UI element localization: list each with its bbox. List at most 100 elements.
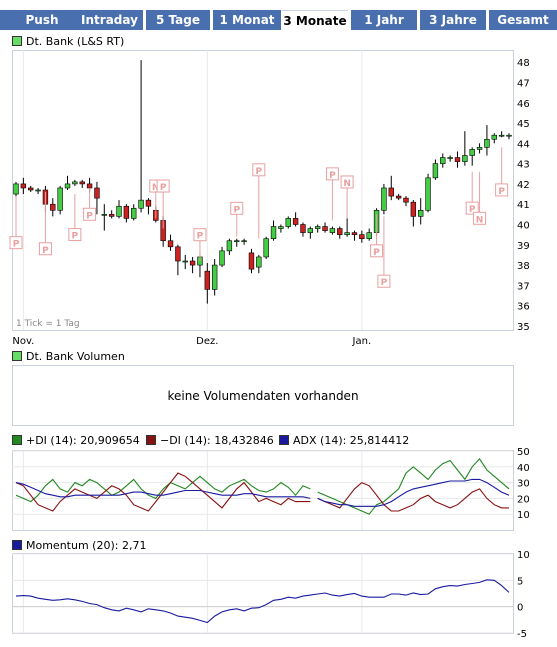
candle [131, 207, 137, 219]
y-tick-label: 48 [517, 58, 530, 69]
y-tick-label: 43 [517, 160, 530, 171]
dmi-y-tick-label: 30 [517, 479, 530, 490]
marker-box [377, 274, 391, 288]
dmi-y-tick-label: 20 [517, 494, 530, 505]
dmi-y-tick-label: 40 [517, 463, 530, 474]
momentum-panel [12, 553, 514, 634]
candle [64, 183, 71, 189]
marker-label: P [256, 167, 263, 177]
candle [248, 252, 255, 270]
candle [72, 181, 78, 185]
candle [403, 197, 409, 203]
volume-swatch [12, 351, 22, 361]
tab-1-jahr[interactable]: 1 Jahr [351, 10, 417, 30]
marker-label: N [476, 215, 484, 225]
candle [241, 240, 247, 243]
candle [366, 232, 372, 239]
marker-box [252, 163, 266, 177]
price-panel [12, 50, 514, 331]
candle [454, 157, 461, 162]
candle [79, 181, 85, 185]
candle [13, 183, 19, 195]
tab-5-tage[interactable]: 5 Tage [146, 10, 210, 30]
y-tick-label: 39 [517, 241, 530, 252]
candle [292, 218, 299, 225]
price-legend: Dt. Bank (L&S RT) [12, 35, 124, 49]
volume-message: keine Volumendaten vorhanden [167, 389, 359, 403]
volume-legend-label: Dt. Bank Volumen [26, 350, 125, 363]
period-tabs: Push Intraday 5 Tage 1 Monat 3 Monate 1 … [0, 0, 557, 31]
momentum-legend: Momentum (20): 2,71 [12, 539, 146, 553]
dmi-legend-plus: +DI (14): 20,909654 [12, 434, 140, 448]
candle [226, 240, 233, 252]
candle [447, 157, 453, 159]
candle [314, 226, 321, 229]
marker-label: P [197, 232, 204, 242]
marker-label: P [498, 187, 505, 197]
momentum-chart: -5 0 5 10 [12, 550, 530, 640]
candle [337, 228, 343, 235]
candle [462, 155, 468, 162]
marker-label: P [86, 211, 93, 221]
candle [359, 234, 365, 239]
candle [145, 199, 152, 207]
candle [440, 157, 446, 164]
candle [425, 177, 431, 211]
tab-3-jahre[interactable]: 3 Jahre [420, 10, 486, 30]
y-tick-label: 38 [517, 261, 530, 272]
price-swatch [12, 36, 22, 46]
candle [138, 199, 144, 209]
candle [285, 218, 291, 227]
tab-1-monat[interactable]: 1 Monat [213, 10, 281, 30]
marker-box [230, 201, 244, 215]
marker-label: P [42, 246, 49, 256]
candle [476, 147, 483, 150]
candle [418, 209, 424, 217]
momentum-legend-label: Momentum (20): 2,71 [26, 539, 147, 552]
candle [182, 260, 188, 263]
price-chart: Nov. Dez. Jan. 35 36 37 38 39 40 41 42 43 44 45 46 47 48… [9, 50, 530, 347]
marker-label: P [373, 248, 380, 258]
candle [57, 187, 63, 211]
y-tick-label: 45 [517, 119, 530, 130]
x-tick-label: Nov. [12, 336, 34, 347]
tab-intraday[interactable]: Intraday [76, 10, 143, 30]
marker-label: P [72, 232, 79, 242]
dmi-y-tick-label: 50 [517, 447, 530, 458]
marker-box [325, 167, 339, 181]
marker-box [68, 228, 82, 242]
candle [175, 246, 181, 262]
y-tick-label: 37 [517, 281, 530, 292]
y-tick-label: 41 [517, 200, 530, 211]
dmi-panel [12, 450, 514, 531]
marker-box [9, 236, 23, 250]
tab-gesamt[interactable]: Gesamt [489, 10, 557, 30]
dmi-series-line [15, 475, 311, 503]
di-minus-label: −DI (14): 18,432846 [160, 434, 274, 447]
marker-box [465, 201, 479, 215]
candle [94, 187, 100, 199]
y-tick-label: 47 [517, 78, 530, 89]
adx-label: ADX (14): 25,814412 [293, 434, 410, 447]
candle [20, 183, 27, 189]
price-legend-label: Dt. Bank (L&S RT) [26, 35, 125, 48]
marker-box [193, 228, 207, 242]
marker-box [83, 207, 97, 221]
momentum-swatch [12, 540, 22, 550]
x-tick-label: Dez. [196, 336, 218, 347]
x-tick-label: Jan. [352, 336, 372, 347]
candle [484, 138, 490, 148]
candle [307, 228, 314, 233]
marker-label: P [381, 278, 388, 288]
marker-label: N [152, 183, 160, 193]
tab-3-monate[interactable]: 3 Monate [282, 10, 348, 31]
candle [108, 214, 115, 217]
dmi-legend-adx: ADX (14): 25,814412 [279, 434, 409, 448]
di-plus-label: +DI (14): 20,909654 [26, 434, 140, 447]
marker-label: N [343, 179, 351, 189]
tab-push[interactable]: Push [0, 10, 84, 30]
tick-note: 1 Tick = 1 Tag [16, 319, 80, 329]
candle [344, 232, 350, 235]
marker-box [495, 183, 509, 197]
y-tick-label: 44 [517, 139, 530, 150]
